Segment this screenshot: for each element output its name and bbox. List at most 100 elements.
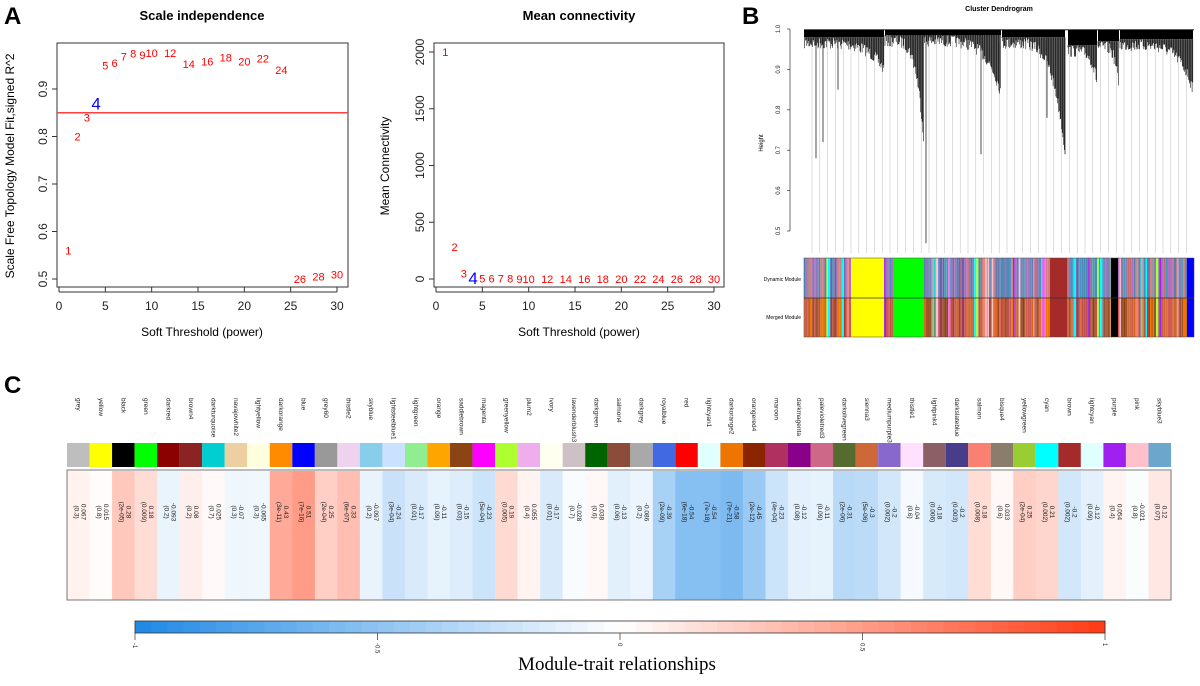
heatmap-cell xyxy=(923,471,946,600)
module-color-swatch xyxy=(990,443,1014,467)
p-value: (2e-09) xyxy=(658,502,665,523)
merged-module-stripe xyxy=(951,298,953,337)
correlation-value: -0.17 xyxy=(552,505,559,520)
colorbar-segment xyxy=(506,621,524,633)
p-value: (6e-07) xyxy=(343,502,350,523)
dynamic-module-stripe xyxy=(817,258,819,298)
merged-module-stripe xyxy=(1016,298,1019,337)
merged-module-stripe xyxy=(970,298,973,337)
heatmap-cell xyxy=(607,471,631,600)
data-point-label: 30 xyxy=(708,274,720,286)
correlation-value: -0.11 xyxy=(440,505,447,520)
dynamic-module-stripe xyxy=(951,258,953,298)
dynamic-module-stripe xyxy=(1119,258,1121,298)
heatmap-cell xyxy=(269,471,293,600)
p-value: (2e-06) xyxy=(838,502,845,523)
merged-module-stripe xyxy=(804,298,808,337)
dynamic-module-stripe xyxy=(886,258,889,298)
module-color-swatch xyxy=(855,443,879,467)
module-label: lightcyan xyxy=(1088,398,1095,424)
data-point-label: 26 xyxy=(671,274,683,286)
cell-value: -0.065(0.3) xyxy=(253,503,267,522)
data-point-label: 6 xyxy=(112,58,118,70)
dynamic-module-stripe xyxy=(931,258,933,298)
data-point-label: 14 xyxy=(183,59,195,71)
merged-module-stripe xyxy=(1097,298,1099,337)
merged-module-stripe xyxy=(807,298,809,337)
merged-module-stripe xyxy=(1073,298,1077,337)
data-point-label: 9 xyxy=(516,274,522,286)
x-tick-label: 25 xyxy=(661,299,675,313)
merged-module-stripe xyxy=(888,298,890,337)
cell-value: 0.21(0.002) xyxy=(1041,502,1055,523)
dynamic-module-stripe xyxy=(985,258,987,298)
colorbar-segment xyxy=(409,621,427,633)
dynamic-module-stripe xyxy=(1041,258,1043,298)
dynamic-module-stripe xyxy=(1172,258,1174,298)
p-value: (5e-04) xyxy=(478,502,485,523)
data-point-label: 6 xyxy=(489,274,495,286)
x-tick-label: 15 xyxy=(191,299,205,313)
colorbar-segment xyxy=(749,621,766,633)
dynamic-module-stripe xyxy=(1106,258,1108,298)
module-color-swatch xyxy=(134,443,158,467)
cell-value: 0.025(0.7) xyxy=(207,504,221,521)
merged-module-stripe xyxy=(968,298,971,337)
merged-module-stripe xyxy=(824,298,827,337)
heatmap-cell xyxy=(1148,471,1172,600)
merged-module-stripe xyxy=(1092,298,1095,337)
data-point-label: 5 xyxy=(102,60,108,72)
module-label: bisque4 xyxy=(998,398,1005,421)
p-value: (0.006) xyxy=(928,502,935,523)
merged-module-stripe xyxy=(1072,298,1074,337)
colorbar-segment xyxy=(377,621,395,633)
dynamic-module-stripe xyxy=(1076,258,1077,298)
data-point-label: 10 xyxy=(146,48,158,60)
dynamic-module-stripe xyxy=(1088,258,1091,298)
merged-module-stripe xyxy=(833,298,836,337)
p-value: (0.8) xyxy=(1131,505,1138,518)
merged-module-stripe xyxy=(826,298,828,337)
correlation-value: -0.31 xyxy=(845,505,852,520)
colorbar-segment xyxy=(167,621,184,633)
dynamic-module-stripe xyxy=(1067,258,1069,298)
dynamic-module-stripe xyxy=(1004,258,1007,298)
colorbar-segment xyxy=(911,621,928,633)
correlation-value: -0.2 xyxy=(958,506,965,518)
cluster-dendrogram: Cluster Dendrogram Height Dynamic Module… xyxy=(759,6,1195,338)
dynamic-module-stripe xyxy=(1178,258,1180,298)
module-label: magenta xyxy=(480,398,487,424)
cell-value: -0.2(0.003) xyxy=(951,502,965,523)
merged-module-stripe xyxy=(822,298,825,337)
dynamic-module-stripe xyxy=(1138,258,1141,298)
x-tick-label: 0 xyxy=(433,299,440,313)
colorbar-segment xyxy=(135,621,152,633)
merged-module-stripe xyxy=(985,298,987,337)
merged-module-stripe xyxy=(1133,298,1136,337)
merged-module-stripe xyxy=(1031,298,1034,337)
correlation-value: -0.086 xyxy=(643,503,650,522)
cell-value: 0.28(2e-05) xyxy=(117,502,131,523)
p-value: (6e-18) xyxy=(681,502,688,523)
merged-module-stripe xyxy=(976,298,979,337)
p-value: (7e-16) xyxy=(298,502,305,523)
merged-module-block xyxy=(1111,298,1118,337)
module-color-swatch xyxy=(765,443,788,467)
correlation-value: -0.54 xyxy=(688,505,695,520)
y-tick-label: 0.6 xyxy=(776,186,782,195)
p-value: (0.01) xyxy=(545,504,552,521)
module-color-swatch xyxy=(359,443,383,467)
module-color-swatch xyxy=(112,443,135,467)
merged-module-block xyxy=(1050,298,1067,337)
correlation-value: -0.17 xyxy=(417,505,424,520)
correlation-value: -0.07 xyxy=(237,505,244,520)
p-value: (0.005) xyxy=(500,502,507,523)
dynamic-module-stripe xyxy=(1068,258,1071,298)
merged-module-stripe xyxy=(987,298,990,337)
module-color-swatch xyxy=(382,443,405,467)
p-value: (2e-04) xyxy=(1019,502,1026,523)
p-value: (0.003) xyxy=(951,502,958,523)
dynamic-module-stripe xyxy=(1185,258,1188,298)
merged-module-stripe xyxy=(808,298,810,337)
cell-value: -0.04(0.6) xyxy=(906,505,920,520)
